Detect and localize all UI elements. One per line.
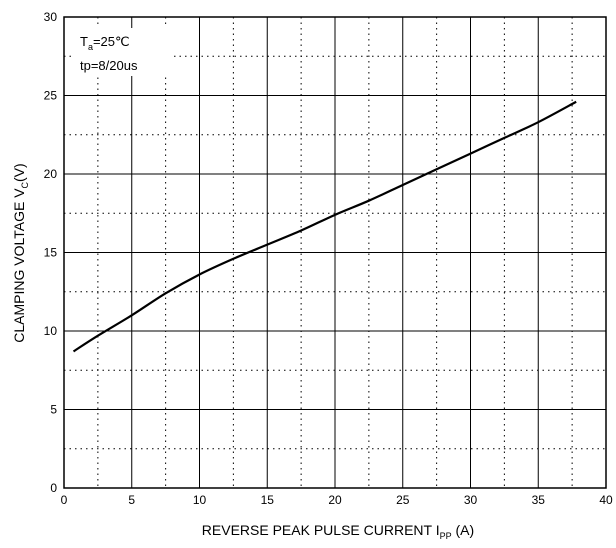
x-tick-label: 0 — [61, 493, 68, 507]
x-tick-label: 40 — [599, 493, 613, 507]
annotation-temperature: Ta=25℃ — [80, 34, 130, 52]
y-tick-label: 10 — [44, 324, 58, 338]
x-tick-label: 30 — [464, 493, 478, 507]
x-tick-label: 10 — [193, 493, 207, 507]
y-tick-label: 0 — [50, 481, 57, 495]
y-tick-label: 20 — [44, 167, 58, 181]
x-tick-labels: 0 5 10 15 20 25 30 35 40 — [61, 493, 613, 507]
x-tick-label: 35 — [532, 493, 546, 507]
x-tick-label: 5 — [128, 493, 135, 507]
annotation-pulse: tp=8/20us — [80, 58, 138, 73]
clamping-voltage-curve — [72, 100, 577, 353]
y-tick-label: 15 — [44, 246, 58, 260]
major-grid — [64, 17, 606, 488]
x-tick-label: 15 — [261, 493, 275, 507]
y-tick-labels: 0 5 10 15 20 25 30 — [44, 10, 58, 495]
plot-frame — [63, 16, 607, 489]
y-tick-label: 30 — [44, 10, 58, 24]
y-tick-label: 25 — [44, 89, 58, 103]
x-axis-title: REVERSE PEAK PULSE CURRENT IPP (A) — [202, 522, 474, 541]
x-tick-label: 20 — [328, 493, 342, 507]
x-tick-label: 25 — [396, 493, 410, 507]
y-tick-label: 5 — [50, 403, 57, 417]
annotation-box — [74, 28, 172, 76]
y-axis-title: CLAMPING VOLTAGE VC(V) — [11, 163, 30, 342]
